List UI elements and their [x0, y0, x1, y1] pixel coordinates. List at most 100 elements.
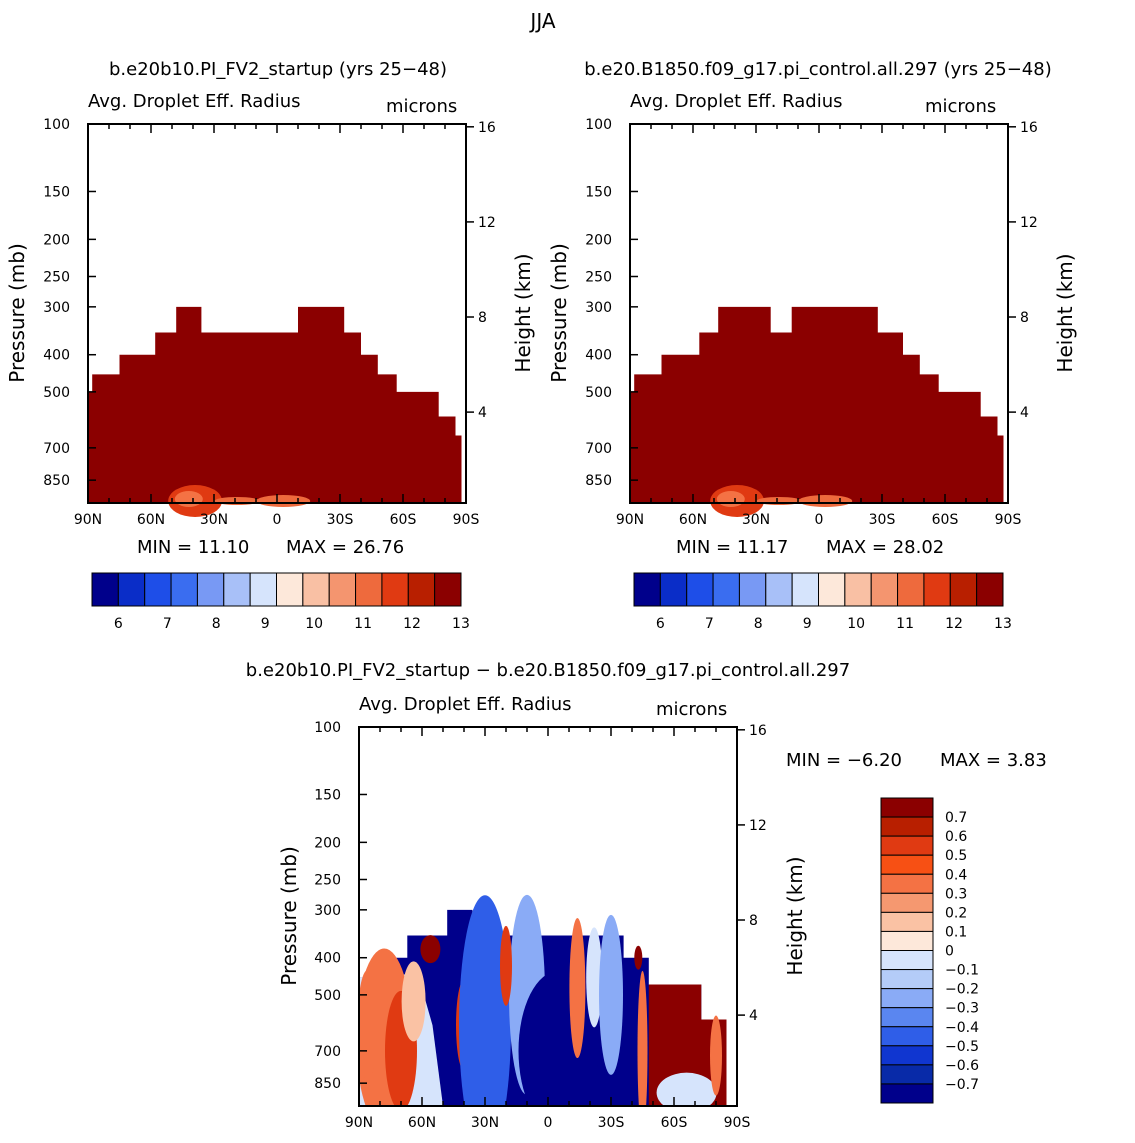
- diff-ptick-label: 250: [314, 872, 341, 888]
- diff-colorbar-label: −0.3: [945, 1001, 979, 1017]
- diff-colorbar-label: −0.1: [945, 963, 979, 979]
- right-colorbar-box: [923, 572, 951, 607]
- diff-colorbar-label: 0.3: [945, 886, 967, 902]
- right-xtick-label: 90S: [995, 512, 1022, 528]
- diff-colorbar-box: [880, 854, 934, 875]
- left-colorbar-box: [407, 572, 436, 607]
- right-cloud-field: [630, 306, 1004, 503]
- left-ptick-label: 300: [43, 300, 70, 316]
- left-xtick-label: 60S: [390, 512, 417, 528]
- left-colorbar-box: [91, 572, 119, 607]
- right-colorbar-box: [686, 572, 714, 607]
- left-colorbar-box: [196, 572, 225, 607]
- right-colorbar-box: [976, 572, 1004, 607]
- left-colorbar-box: [302, 572, 330, 607]
- diff-colorbar-box: [880, 835, 934, 856]
- diff-colorbar-label: 0.4: [945, 867, 967, 883]
- diff-region: [656, 1072, 717, 1106]
- right-xtick-label: 30N: [742, 512, 770, 528]
- diff-colorbar-box: [880, 930, 934, 951]
- left-xtick-label: 90N: [74, 512, 102, 528]
- right-max: MAX = 28.02: [826, 537, 944, 558]
- diff-colorbar-box: [880, 1083, 934, 1104]
- diff-colorbar-box: [880, 1045, 934, 1066]
- left-htick-label: 4: [478, 405, 487, 421]
- diff-colorbar-box: [880, 1026, 934, 1047]
- right-y2label: Height (km): [1053, 253, 1077, 372]
- left-surface-patch: [174, 491, 203, 507]
- left-plot-title: Avg. Droplet Eff. Radius: [88, 91, 301, 112]
- left-colorbar-label: 6: [114, 616, 123, 632]
- right-case-title: b.e20.B1850.f09_g17.pi_control.all.297 (…: [584, 59, 1051, 80]
- diff-xtick-label: 0: [544, 1115, 553, 1131]
- right-colorbar-box: [818, 572, 846, 607]
- left-colorbar-box: [355, 572, 383, 607]
- diff-colorbar-box: [880, 797, 934, 818]
- diff-field: [359, 894, 727, 1106]
- right-ptick-label: 850: [585, 473, 612, 489]
- diff-colorbar-label: −0.4: [945, 1020, 979, 1036]
- left-xtick-label: 30N: [200, 512, 228, 528]
- left-ylabel: Pressure (mb): [5, 243, 29, 383]
- diff-region: [359, 970, 378, 1081]
- diff-region: [634, 945, 643, 970]
- right-xtick-label: 60N: [679, 512, 707, 528]
- diff-region: [599, 914, 623, 1075]
- diff-max: MAX = 3.83: [940, 750, 1047, 771]
- right-ptick-label: 500: [585, 385, 612, 401]
- diff-colorbar-box: [880, 873, 934, 894]
- diff-region: [710, 1015, 722, 1096]
- right-colorbar-label: 11: [896, 616, 914, 632]
- right-surface-patch: [716, 491, 745, 507]
- diff-colorbar-box: [880, 969, 934, 990]
- left-min: MIN = 11.10: [137, 537, 249, 558]
- right-colorbar-label: 10: [847, 616, 865, 632]
- diff-ptick-label: 500: [314, 988, 341, 1004]
- right-colorbar-box: [738, 572, 767, 607]
- left-xtick-label: 60N: [137, 512, 165, 528]
- diff-colorbar-box: [880, 911, 934, 932]
- right-colorbar-box: [659, 572, 688, 607]
- diff-colorbar-label: −0.5: [945, 1039, 979, 1055]
- right-colorbar-box: [844, 572, 872, 607]
- right-colorbar-box: [949, 572, 978, 607]
- left-ptick-label: 850: [43, 473, 70, 489]
- left-colorbar-box: [223, 572, 251, 607]
- right-colorbar-box: [791, 572, 820, 607]
- right-colorbar-label: 8: [754, 616, 763, 632]
- diff-ptick-label: 100: [314, 720, 341, 736]
- diff-xtick-label: 90S: [724, 1115, 751, 1131]
- diff-xtick-label: 30N: [471, 1115, 499, 1131]
- diff-colorbar-box: [880, 816, 934, 837]
- left-ptick-label: 150: [43, 184, 70, 200]
- diff-title: b.e20b10.PI_FV2_startup − b.e20.B1850.f0…: [246, 660, 850, 681]
- right-ptick-label: 100: [585, 117, 612, 133]
- left-y2label: Height (km): [511, 253, 535, 372]
- diff-ptick-label: 300: [314, 903, 341, 919]
- diff-colorbar-box: [880, 892, 934, 913]
- right-htick-label: 4: [1020, 405, 1029, 421]
- left-colorbar-box: [170, 572, 198, 607]
- right-ptick-label: 400: [585, 348, 612, 364]
- left-colorbar-label: 11: [354, 616, 372, 632]
- right-colorbar-box: [870, 572, 899, 607]
- right-plot-title: Avg. Droplet Eff. Radius: [630, 91, 843, 112]
- right-ptick-label: 200: [585, 232, 612, 248]
- diff-min: MIN = −6.20: [786, 750, 902, 771]
- right-htick-label: 8: [1020, 310, 1029, 326]
- left-colorbar-box: [249, 572, 277, 607]
- left-ptick-label: 500: [43, 385, 70, 401]
- diff-xtick-label: 60S: [661, 1115, 688, 1131]
- diff-colorbar-label: −0.7: [945, 1077, 979, 1093]
- left-htick-label: 12: [478, 215, 496, 231]
- diff-region: [420, 935, 441, 964]
- diff-y2label: Height (km): [783, 856, 807, 975]
- right-colorbar-label: 6: [656, 616, 665, 632]
- right-surface-patch: [798, 495, 853, 507]
- diff-xtick-label: 30S: [598, 1115, 625, 1131]
- left-colorbar-label: 13: [452, 616, 470, 632]
- left-colorbar-box: [328, 572, 357, 607]
- left-max: MAX = 26.76: [286, 537, 404, 558]
